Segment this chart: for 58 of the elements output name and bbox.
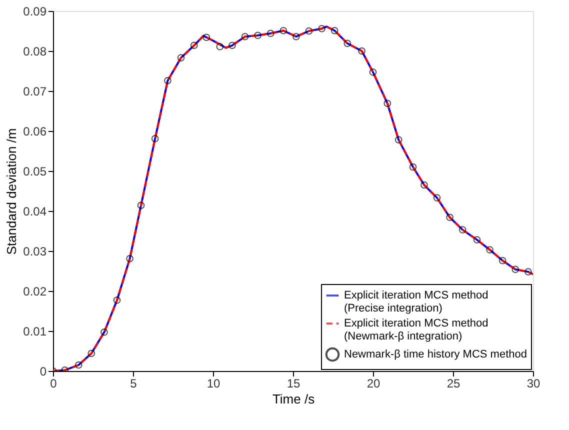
y-tick-label: 0.04	[23, 204, 47, 218]
y-tick-label: 0.08	[23, 44, 47, 58]
point	[216, 42, 224, 50]
point	[126, 254, 134, 262]
x-tick-label: 5	[130, 376, 138, 390]
point	[394, 136, 402, 144]
point	[100, 328, 108, 336]
point	[74, 361, 82, 369]
x-tick-label: 15	[286, 376, 300, 390]
point	[458, 226, 466, 234]
x-tick-label: 10	[206, 376, 220, 390]
y-tick-label: 0.07	[23, 84, 47, 98]
point	[358, 47, 366, 55]
x-tick-label: 25	[446, 376, 460, 390]
legend-label: Explicit iteration MCS method (Precise integration)	[344, 290, 488, 314]
point	[88, 350, 96, 358]
x-tick-label: 0	[50, 376, 58, 390]
point	[137, 202, 145, 210]
point	[498, 256, 506, 264]
legend-label: Newmark-β time history MCS method	[344, 348, 527, 360]
point	[524, 268, 532, 276]
x-tick-label: 30	[526, 376, 540, 390]
point	[113, 296, 121, 304]
point	[384, 100, 392, 108]
point	[266, 30, 274, 38]
point	[369, 68, 377, 76]
y-tick-label: 0	[40, 364, 47, 378]
y-tick-label: 0.03	[23, 244, 47, 258]
point	[164, 76, 172, 84]
y-tick-label: 0.01	[23, 324, 47, 338]
point	[241, 32, 249, 40]
point	[446, 214, 454, 222]
point	[202, 34, 210, 42]
point	[512, 266, 520, 274]
point	[190, 42, 198, 50]
point	[292, 32, 300, 40]
y-axis-title: Standard deviation /m	[4, 128, 20, 255]
point	[228, 42, 236, 50]
x-axis-title: Time /s	[272, 392, 316, 406]
point	[433, 194, 441, 202]
point	[254, 32, 262, 40]
point	[177, 54, 185, 62]
point	[420, 181, 428, 189]
point	[330, 26, 338, 34]
point	[473, 236, 481, 244]
y-tick-label: 0.02	[23, 284, 47, 298]
y-tick-label: 0.06	[23, 124, 47, 138]
point	[151, 134, 159, 142]
point	[344, 40, 352, 48]
point	[486, 246, 494, 254]
legend-label: Explicit iteration MCS method (Newmark-β integration)	[344, 318, 488, 342]
point	[280, 26, 288, 34]
point	[409, 163, 417, 171]
point	[305, 27, 313, 35]
point	[318, 24, 326, 32]
x-tick-label: 20	[366, 376, 380, 390]
y-tick-label: 0.09	[23, 4, 47, 18]
y-tick-label: 0.05	[23, 164, 47, 178]
